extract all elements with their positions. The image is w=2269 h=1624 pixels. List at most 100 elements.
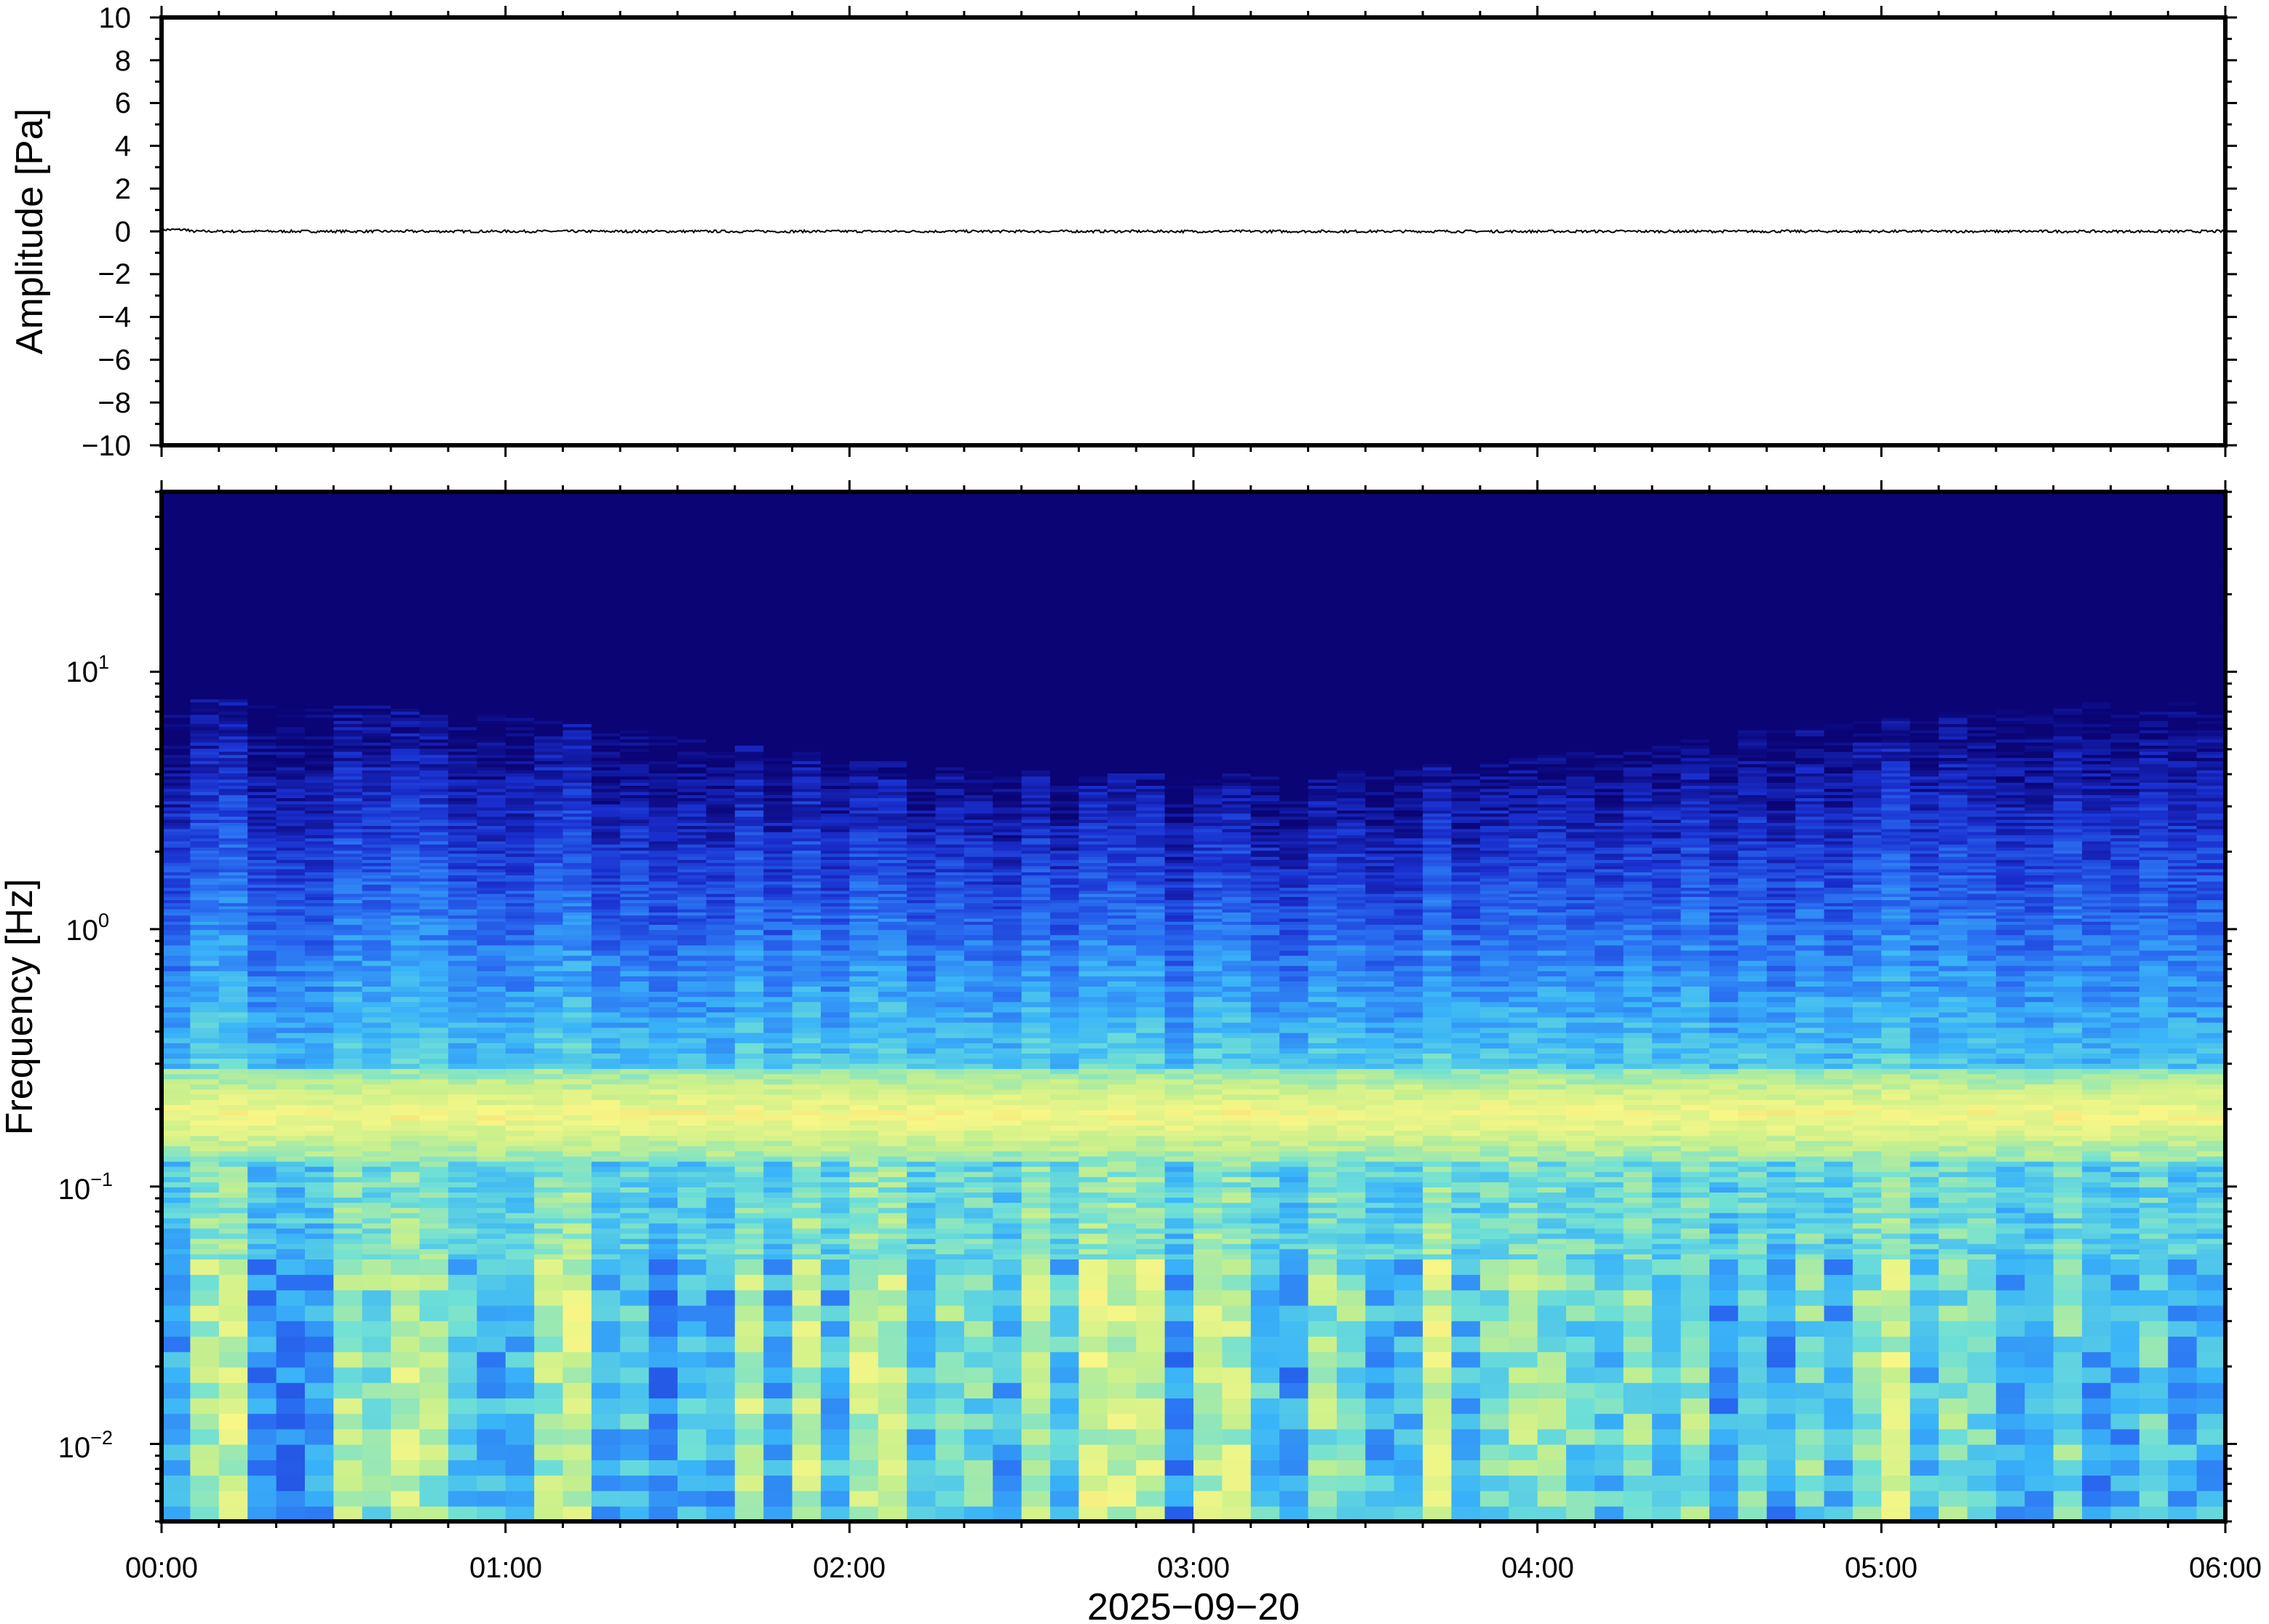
spectrogram-cell <box>1852 996 1883 1003</box>
spectrogram-cell <box>1594 1063 1624 1070</box>
spectrogram-cell <box>2110 1099 2140 1105</box>
spectrogram-cell <box>1852 1475 1883 1492</box>
spectrogram-cell <box>1537 1078 1567 1085</box>
spectrogram-cell <box>1164 1460 1194 1476</box>
spectrogram-cell <box>1795 1212 1825 1219</box>
spectrogram-cell <box>1136 1192 1166 1198</box>
spectrogram-cell <box>162 1254 191 1259</box>
spectrogram-cell <box>2110 1460 2140 1476</box>
spectrogram-cell <box>706 1289 736 1306</box>
spectrogram-cell <box>1308 1505 1338 1521</box>
spectrogram-cell <box>648 1027 678 1033</box>
spectrogram-cell <box>1394 1099 1424 1105</box>
spectrogram-cell <box>1021 1078 1052 1085</box>
spectrogram-cell <box>734 1088 765 1095</box>
spectrogram-cell <box>505 1351 536 1368</box>
spectrogram-cell <box>1509 1145 1538 1152</box>
spectrogram-cell <box>878 1053 908 1059</box>
spectrogram-cell <box>1394 1130 1424 1137</box>
spectrogram-cell <box>677 1006 707 1013</box>
spectrogram-cell <box>1652 1110 1682 1115</box>
spectrogram-cell <box>1594 1202 1624 1209</box>
spectrogram-cell <box>1939 1490 1968 1507</box>
spectrogram-cell <box>2053 1274 2083 1291</box>
spectrogram-cell <box>477 1233 506 1239</box>
spectrogram-cell <box>1881 1155 1911 1162</box>
spectrogram-cell <box>1623 1073 1653 1080</box>
spectrogram-cell <box>1050 991 1080 998</box>
spectrogram-cell <box>391 1001 421 1008</box>
spectrogram-cell <box>477 1460 506 1476</box>
spectrogram-cell <box>1881 1217 1911 1224</box>
spectrogram-cell <box>1623 1068 1653 1075</box>
spectrogram-cell <box>1967 1305 1997 1321</box>
spectrogram-cell <box>2082 1222 2112 1229</box>
spectrogram-cell <box>1680 1222 1710 1229</box>
spectrogram-cell <box>1680 1110 1710 1115</box>
spectrogram-cell <box>333 1351 363 1368</box>
spectrogram-cell <box>620 1413 650 1430</box>
spectrogram-cell <box>1423 1058 1453 1064</box>
spectrogram-cell <box>1136 1110 1166 1115</box>
spectrogram-cell <box>218 1187 249 1193</box>
spectrogram-cell <box>333 1022 363 1028</box>
spectrogram-cell <box>2168 1351 2198 1368</box>
spectrogram-cell <box>1709 1150 1739 1157</box>
spectrogram-cell <box>820 1115 851 1121</box>
spectrogram-cell <box>190 1027 220 1033</box>
spectrogram-cell <box>1652 1135 1682 1142</box>
spectrogram-cell <box>1250 1289 1281 1306</box>
spectrogram-cell <box>162 1150 191 1157</box>
spectrogram-cell <box>1222 1166 1252 1172</box>
spectrogram-cell <box>1967 1398 1997 1414</box>
spectrogram-cell <box>734 1289 765 1306</box>
spectrogram-cell <box>907 1171 937 1177</box>
spectrogram-cell <box>620 1217 650 1224</box>
spectrogram-cell <box>1021 1135 1052 1142</box>
spectrogram-cell <box>162 1140 191 1147</box>
spectrogram-cell <box>1623 1321 1653 1337</box>
spectrogram-cell <box>1336 1212 1367 1219</box>
spectrogram-cell <box>706 1125 736 1131</box>
spectrogram-cell <box>1652 1083 1682 1090</box>
spectrogram-cell <box>1594 1011 1624 1018</box>
spectrogram-cell <box>1509 1305 1538 1321</box>
spectrogram-cell <box>935 1027 965 1033</box>
spectrogram-cell <box>391 1016 421 1023</box>
spectrogram-cell <box>1995 1254 2026 1259</box>
spectrogram-cell <box>907 1043 937 1048</box>
spectrogram-cell <box>1050 1428 1080 1445</box>
spectrogram-cell <box>505 1115 536 1121</box>
spectrogram-cell <box>1537 1053 1567 1059</box>
spectrogram-cell <box>993 1233 1022 1239</box>
spectrogram-cell <box>1967 1027 1997 1033</box>
spectrogram-cell <box>849 1073 879 1080</box>
spectrogram-cell <box>1967 991 1997 998</box>
spectrogram-cell <box>190 1305 220 1321</box>
spectrogram-cell <box>2024 1212 2054 1219</box>
spectrogram-cell <box>563 1460 592 1476</box>
spectrogram-cell <box>1824 1413 1853 1430</box>
spectrogram-cell <box>1394 1274 1424 1291</box>
spectrogram-cell <box>2168 1490 2198 1507</box>
spectrogram-cell <box>1250 1110 1281 1115</box>
spectrogram-cell <box>1336 1289 1367 1306</box>
spectrogram-cell <box>1566 1088 1596 1095</box>
spectrogram-cell <box>1652 1022 1682 1028</box>
spectrogram-cell <box>534 1048 564 1054</box>
spectrogram-cell <box>734 1227 765 1234</box>
spectrogram-cell <box>935 1001 965 1008</box>
spectrogram-cell <box>706 1037 736 1043</box>
spectrogram-cell <box>1566 1150 1596 1157</box>
spectrogram-cell <box>1164 1207 1194 1214</box>
spectrogram-cell <box>2053 1099 2083 1105</box>
spectrogram-cell <box>820 1022 851 1028</box>
spectrogram-cell <box>1680 1048 1710 1054</box>
spectrogram-cell <box>1967 1120 1997 1126</box>
spectrogram-cell <box>1509 1182 1538 1187</box>
spectrogram-cell <box>1709 1490 1739 1507</box>
spectrogram-cell <box>505 1238 536 1244</box>
spectrogram-cell <box>2082 1043 2112 1048</box>
spectrogram-cell <box>1193 1366 1223 1383</box>
spectrogram-cell <box>1594 1130 1624 1137</box>
